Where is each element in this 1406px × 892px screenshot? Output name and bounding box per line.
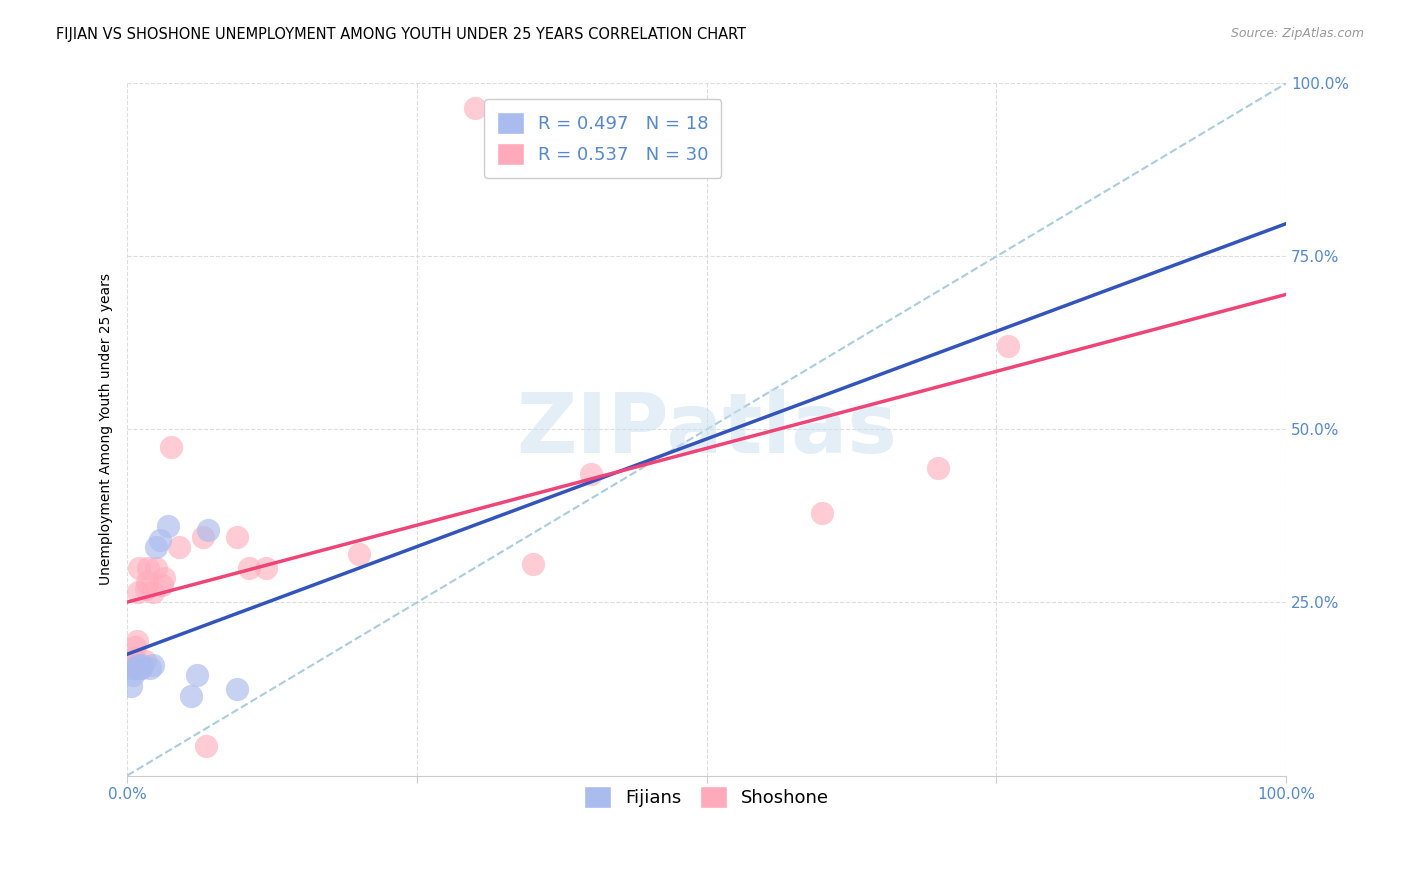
Point [238,561,260,575]
Point [180,689,202,703]
Point [122,657,145,672]
Point [120,661,142,675]
Point [150,578,173,592]
Point [186,668,208,682]
Point [997,339,1019,353]
Point [156,519,179,533]
Point [142,657,165,672]
Point [135,582,157,596]
Point [579,467,602,482]
Point [134,654,156,668]
Point [927,460,949,475]
Point [128,661,150,675]
Point [131,657,153,672]
Point [122,651,145,665]
Point [191,530,214,544]
Point [127,657,149,672]
Point [142,585,165,599]
Point [226,530,249,544]
Point [129,661,152,675]
Point [149,533,172,548]
Point [347,547,370,561]
Text: FIJIAN VS SHOSHONE UNEMPLOYMENT AMONG YOUTH UNDER 25 YEARS CORRELATION CHART: FIJIAN VS SHOSHONE UNEMPLOYMENT AMONG YO… [56,27,747,42]
Point [522,558,544,572]
Point [136,561,159,575]
Point [128,561,150,575]
Point [125,633,148,648]
Legend: Fijians, Shoshone: Fijians, Shoshone [576,779,837,815]
Point [122,668,145,682]
Point [136,574,159,589]
Point [169,540,191,554]
Point [124,661,146,675]
Point [122,661,145,675]
Point [464,101,486,115]
Point [124,640,146,655]
Point [153,571,176,585]
Point [145,540,167,554]
Point [160,440,183,454]
Point [226,681,249,696]
Point [197,523,219,537]
Point [145,561,167,575]
Point [195,739,218,754]
Text: Source: ZipAtlas.com: Source: ZipAtlas.com [1230,27,1364,40]
Point [139,661,162,675]
Point [254,561,277,575]
Point [125,661,148,675]
Y-axis label: Unemployment Among Youth under 25 years: Unemployment Among Youth under 25 years [100,274,114,585]
Point [129,661,152,675]
Point [127,585,149,599]
Point [811,506,834,520]
Point [120,679,142,693]
Text: ZIPatlas: ZIPatlas [516,389,897,470]
